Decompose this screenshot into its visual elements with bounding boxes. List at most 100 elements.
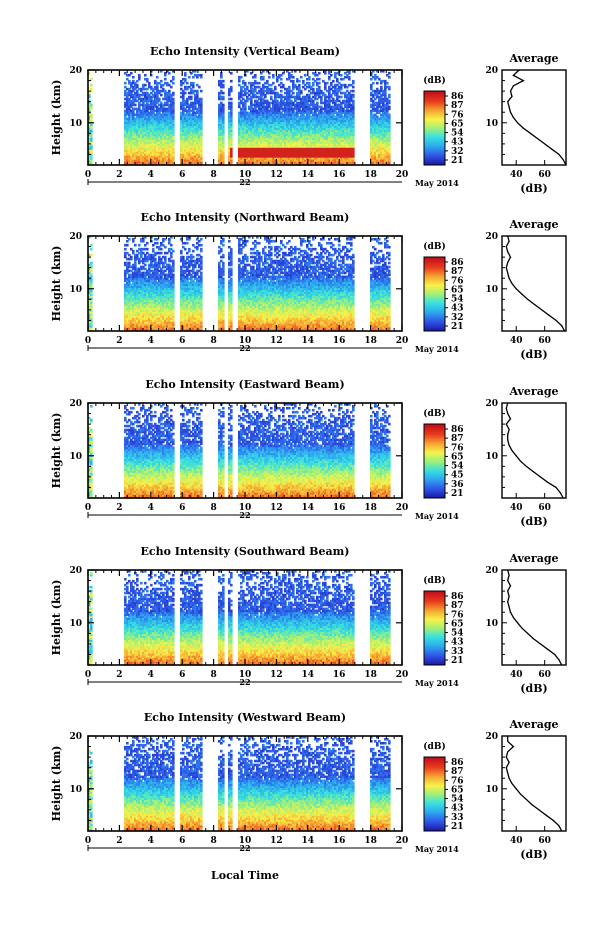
heatmap-cell (134, 97, 137, 101)
heatmap-cell (306, 135, 309, 138)
heatmap-cell (238, 117, 241, 121)
heatmap-cell (130, 103, 133, 107)
heatmap-cell (90, 151, 93, 154)
heatmap-cell (308, 95, 311, 99)
heatmap-cell (162, 119, 165, 123)
heatmap-cell (290, 133, 293, 136)
heatmap-cell (220, 107, 223, 111)
heatmap-cell (244, 119, 247, 123)
heatmap-cell (124, 123, 127, 127)
heatmap-cell (148, 135, 151, 138)
heatmap-cell (242, 145, 245, 148)
heatmap-cell (290, 79, 293, 83)
heatmap-cell (246, 153, 249, 156)
heatmap-cell (272, 139, 275, 142)
heatmap-cell (250, 141, 253, 144)
heatmap-cell (136, 153, 139, 156)
heatmap-cell (126, 101, 129, 105)
heatmap-cell (164, 119, 167, 123)
heatmap-cell (222, 111, 225, 115)
heatmap-cell (274, 87, 277, 91)
heatmap-cell (256, 105, 259, 109)
heatmap-cell (270, 129, 273, 132)
heatmap-cell (156, 101, 159, 105)
heatmap-cell (194, 149, 197, 152)
heatmap-cell (324, 105, 327, 109)
heatmap-cell (196, 145, 199, 148)
heatmap-cell (138, 77, 141, 81)
heatmap-cell (186, 123, 189, 127)
heatmap-cells (88, 70, 391, 166)
heatmap-cell (266, 137, 269, 140)
heatmap-cell (314, 91, 317, 95)
heatmap-cell (136, 141, 139, 144)
heatmap-cell (274, 105, 277, 109)
heatmap-cell (150, 97, 153, 101)
heatmap-cell (312, 145, 315, 148)
heatmap-cell (294, 147, 297, 150)
heatmap-cell (284, 139, 287, 142)
heatmap-cell (138, 119, 141, 123)
heatmap-cell (154, 143, 157, 146)
heatmap-cell (152, 143, 155, 146)
heatmap-cell (262, 70, 265, 73)
heatmap-cell (270, 101, 273, 105)
heatmap-cell (300, 153, 303, 156)
heatmap-cell (304, 143, 307, 146)
heatmap-cell (220, 71, 223, 75)
heatmap-cell (238, 133, 241, 136)
heatmap-cell (144, 111, 147, 115)
heatmap-cell (254, 135, 257, 138)
heatmap-cell (318, 151, 321, 154)
heatmap-cell (328, 139, 331, 142)
heatmap-cell (158, 137, 161, 140)
heatmap-cell (220, 95, 223, 99)
heatmap-cell (324, 135, 327, 138)
heatmap-cell (310, 131, 313, 134)
heatmap-cell (124, 129, 127, 132)
heatmap-cell (194, 157, 197, 160)
heatmap-cell (310, 125, 313, 128)
heatmap-cell (288, 97, 291, 101)
heatmap-cell (190, 131, 193, 134)
heatmap-cell (190, 161, 193, 164)
heatmap-cell (138, 129, 141, 132)
heatmap-cell (124, 121, 127, 125)
heatmap-cell (180, 153, 183, 156)
heatmap-cell (192, 151, 195, 154)
heatmap-cell (266, 149, 269, 152)
heatmap-cell (262, 85, 265, 89)
heatmap-cell (270, 109, 273, 113)
heatmap-cell (228, 107, 231, 111)
heatmap-cell (318, 85, 321, 89)
heatmap-cell (148, 137, 151, 140)
heatmap-cell (198, 143, 201, 146)
heatmap-cell (146, 241, 149, 245)
heatmap-cell (220, 141, 223, 144)
heatmap-cell (148, 125, 151, 128)
heatmap-cell (130, 89, 133, 93)
heatmap-cell (198, 135, 201, 138)
heatmap-cell (228, 123, 231, 127)
heatmap-cell (172, 113, 175, 117)
heatmap-cell (320, 147, 323, 150)
heatmap-cell (190, 101, 193, 105)
heatmap-cell (314, 141, 317, 144)
heatmap-cell (140, 143, 143, 146)
heatmap-cell (194, 137, 197, 140)
heatmap-cell (246, 151, 249, 154)
heatmap-cell (90, 119, 93, 123)
heatmap-cell (172, 127, 175, 130)
heatmap-cell (142, 137, 145, 140)
heatmap-cell (218, 143, 221, 146)
heatmap-cell (262, 125, 265, 128)
heatmap-cell (276, 121, 279, 125)
heatmap-cell (230, 115, 233, 119)
heatmap-cell (240, 99, 243, 103)
heatmap-cell (148, 107, 151, 111)
heatmap-cell (132, 161, 135, 164)
heatmap-cell (322, 129, 325, 132)
heatmap-cell (252, 145, 255, 148)
heatmap-cell (198, 149, 201, 152)
heatmap-cell (330, 93, 333, 97)
